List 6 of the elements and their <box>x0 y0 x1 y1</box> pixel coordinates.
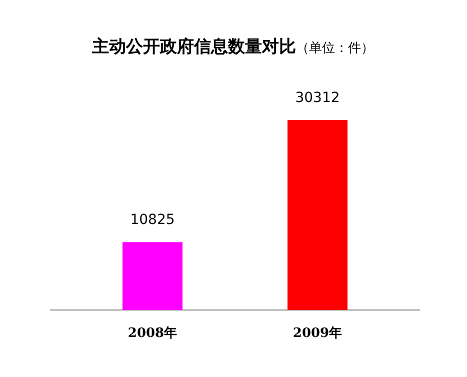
x-tick-label: 2008年 <box>128 326 178 341</box>
data-label: 10825 <box>130 212 175 228</box>
title: 主动公开政府信息数量对比 <box>92 37 296 57</box>
subtitle: （单位：件） <box>296 41 374 56</box>
data-label: 30312 <box>295 90 340 106</box>
x-tick-label: 2009年 <box>292 326 342 341</box>
